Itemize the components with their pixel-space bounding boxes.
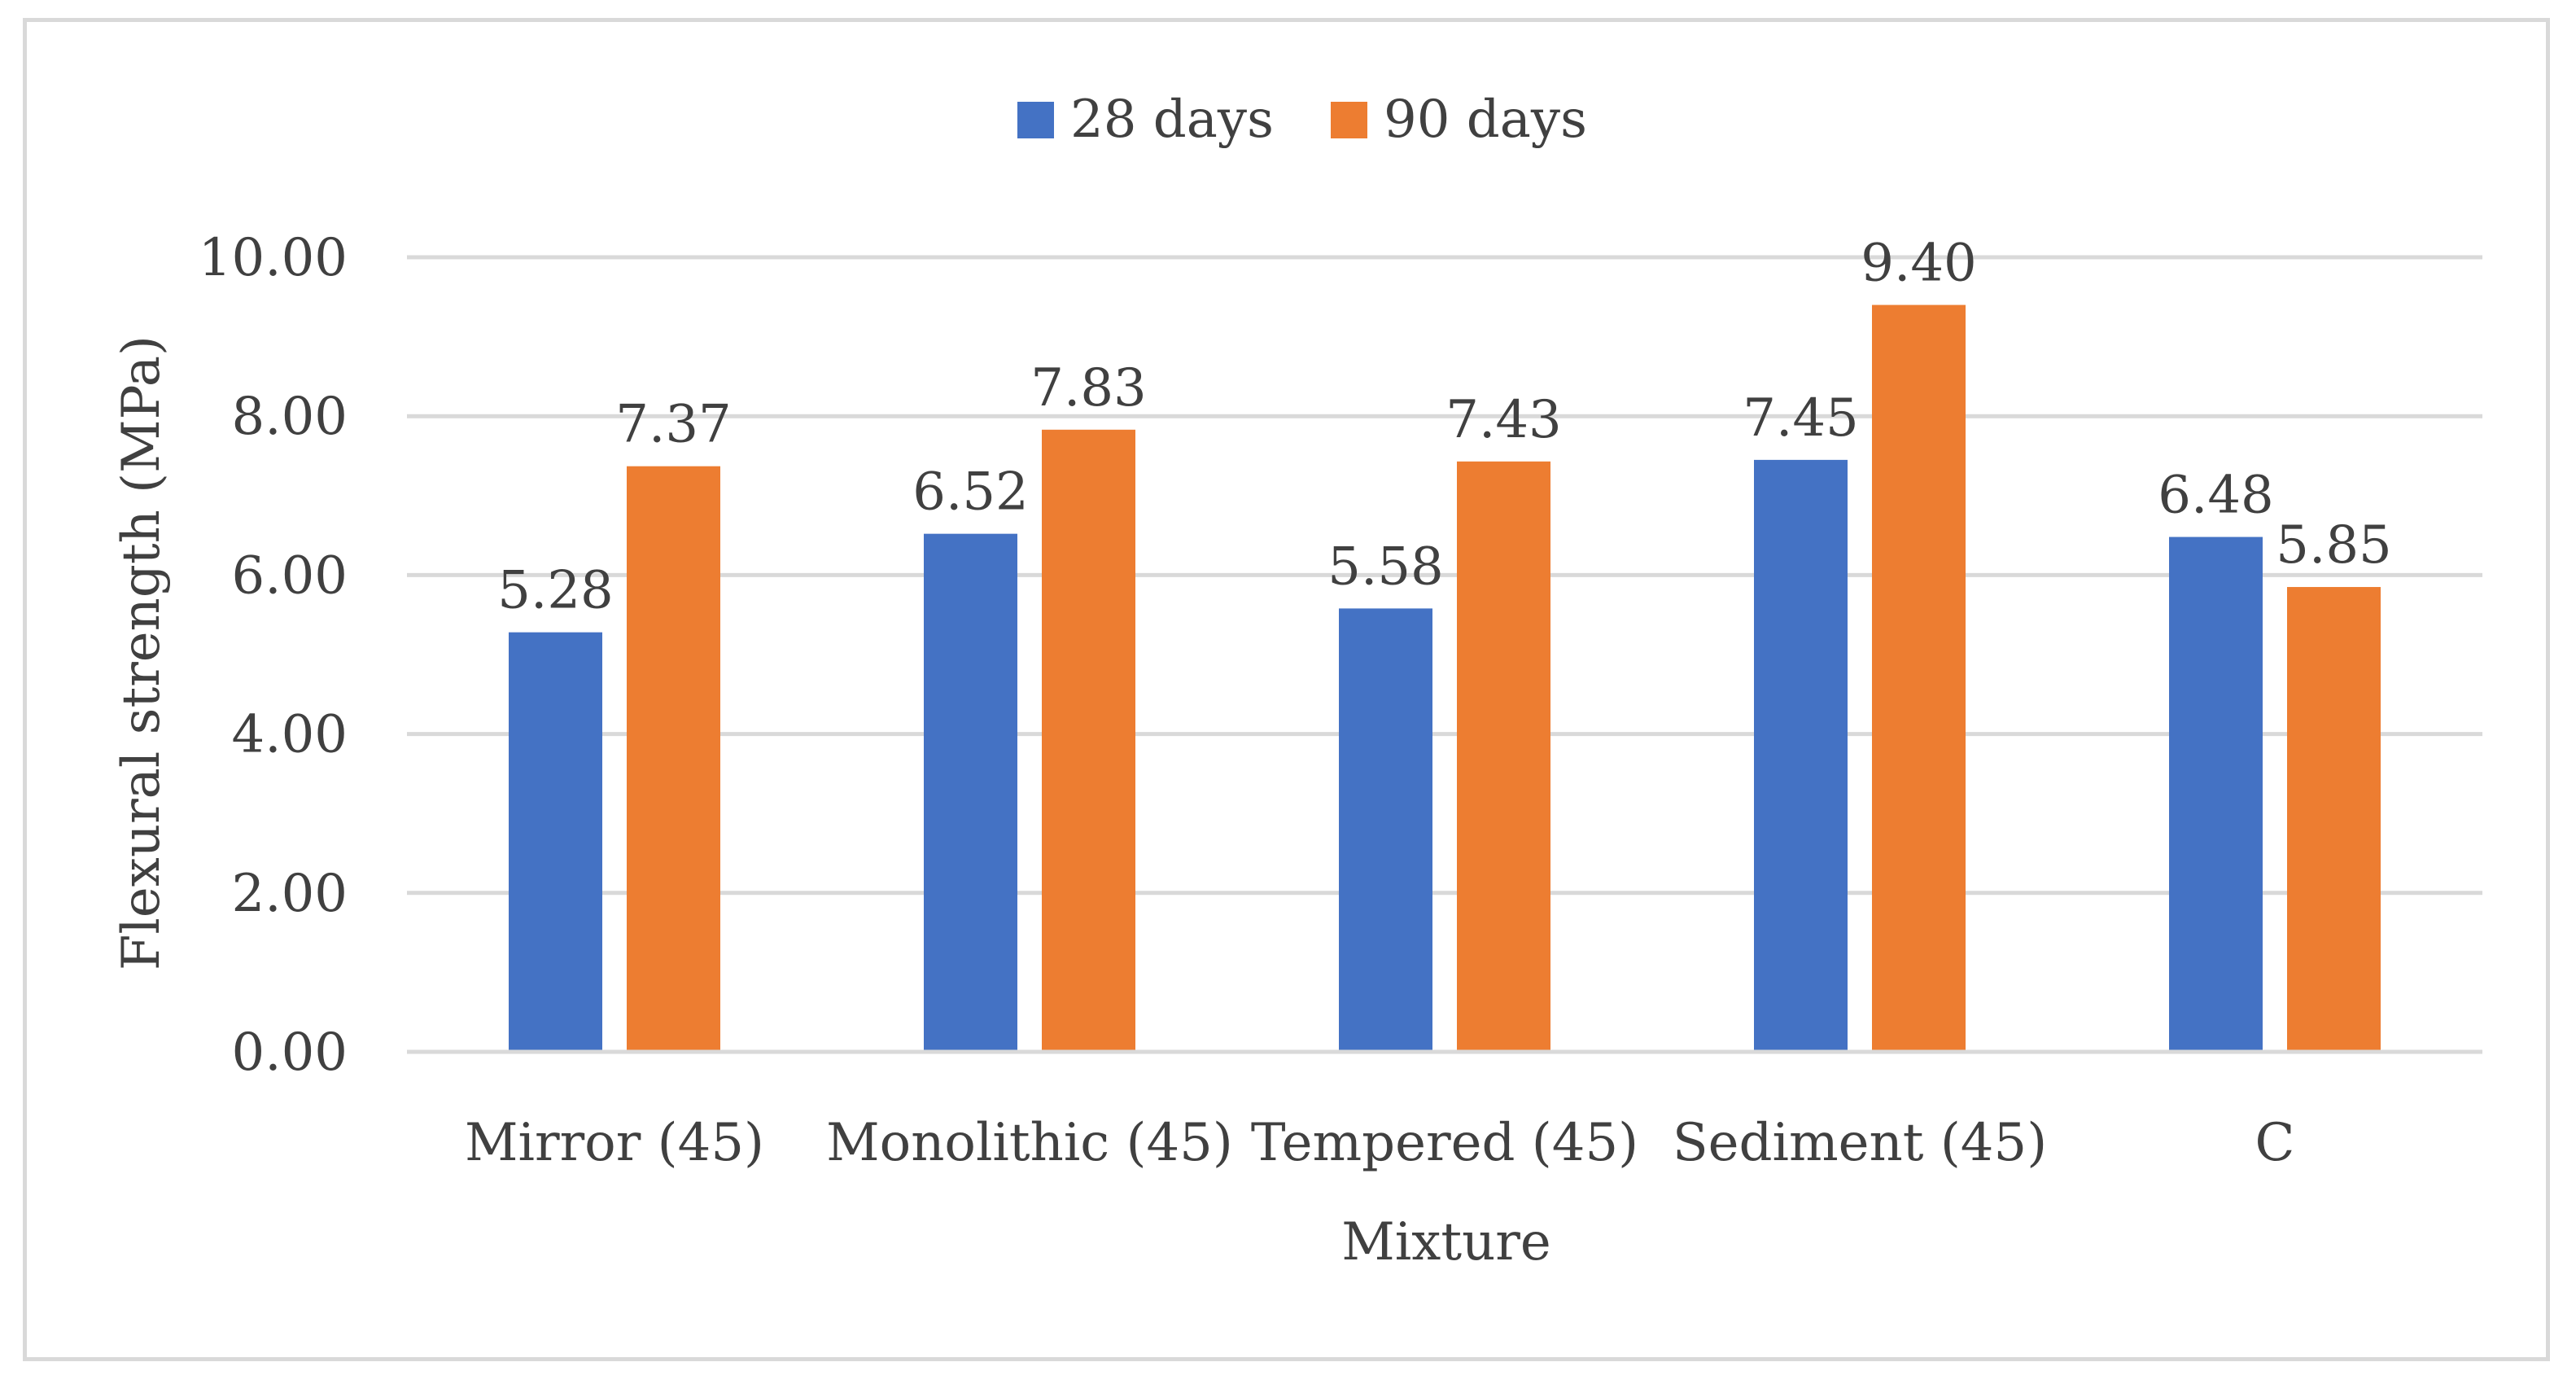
legend-swatch-90-days	[1331, 102, 1367, 138]
bar-90-days	[1872, 304, 1966, 1052]
bar-90-days	[2287, 587, 2381, 1052]
legend-label-28-days: 28 days	[1070, 90, 1274, 150]
legend-swatch-28-days	[1017, 102, 1054, 138]
data-label: 7.83	[1030, 358, 1147, 418]
data-label: 5.28	[497, 561, 614, 621]
x-tick-label: Tempered (45)	[1251, 1113, 1638, 1173]
bar-28-days	[1754, 459, 1848, 1052]
y-tick-label: 10.00	[199, 228, 348, 288]
x-tick-label: Mirror (45)	[465, 1113, 764, 1173]
data-label: 7.45	[1743, 388, 1859, 449]
bar-90-days	[1457, 461, 1550, 1052]
x-axis-ticks: Mirror (45) Monolithic (45) Tempered (45) S…	[465, 1113, 2295, 1173]
data-label: 6.48	[2158, 466, 2274, 526]
data-labels: 5.28 7.37 6.527.83 5.58 7.43 7.45 9.40 6.485.85	[497, 234, 2392, 621]
x-tick-label: C	[2255, 1113, 2295, 1173]
y-tick-label: 4.00	[232, 705, 348, 765]
data-label: 9.40	[1861, 234, 1977, 294]
data-label: 5.58	[1327, 537, 1444, 597]
x-tick-label: Sediment (45)	[1673, 1113, 2047, 1173]
chart-frame	[23, 18, 2550, 1361]
x-axis-title: Mixture	[1341, 1212, 1551, 1272]
data-label: 5.85	[2276, 515, 2392, 576]
bar-90-days	[1042, 429, 1135, 1052]
y-axis-title: Flexural strength (MPa)	[112, 335, 172, 970]
bar-28-days	[1339, 608, 1432, 1052]
legend: 28 days 90 days	[1017, 90, 1587, 150]
data-label: 7.43	[1445, 390, 1562, 450]
data-label: 6.52	[912, 462, 1029, 523]
legend-label-90-days: 90 days	[1384, 90, 1587, 150]
y-axis-ticks: 0.00 2.00 4.00 6.00 8.00 10.00	[199, 228, 348, 1083]
bars	[407, 304, 2482, 1054]
y-tick-label: 8.00	[232, 387, 348, 447]
bar-28-days	[2169, 537, 2263, 1052]
bar-90-days	[627, 466, 720, 1052]
bar-28-days	[509, 632, 602, 1052]
y-tick-label: 6.00	[232, 545, 348, 606]
y-tick-label: 2.00	[232, 864, 348, 924]
y-tick-label: 0.00	[232, 1023, 348, 1083]
bar-28-days	[924, 533, 1017, 1052]
data-label: 7.37	[615, 395, 732, 455]
x-tick-label: Monolithic (45)	[826, 1113, 1233, 1173]
